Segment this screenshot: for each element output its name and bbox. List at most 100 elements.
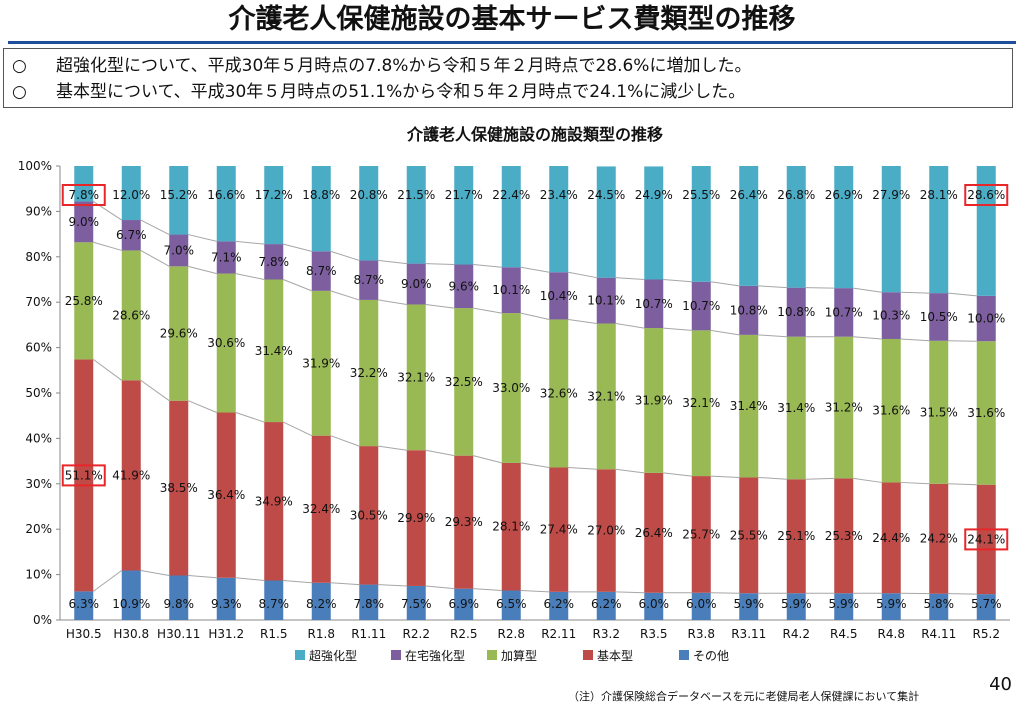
data-label: 32.6%	[540, 386, 578, 400]
series-connector-line	[520, 312, 550, 320]
series-connector-line	[425, 449, 455, 457]
bar-segment	[976, 594, 996, 620]
bar-segment	[786, 166, 806, 288]
legend-swatch	[487, 650, 497, 660]
legend-label: 超強化型	[309, 648, 357, 663]
bar-segment	[121, 570, 141, 620]
data-label: 25.3%	[825, 529, 863, 543]
data-label: 31.2%	[825, 401, 863, 415]
bar-segment	[549, 166, 569, 273]
highlight-box	[61, 184, 106, 206]
series-connector-line	[235, 577, 265, 581]
bar-segment	[311, 582, 331, 620]
data-label: 30.6%	[207, 336, 245, 350]
bar-segment	[216, 166, 236, 242]
bar-segment	[454, 588, 474, 620]
source-note: （注）介護保険総合データベースを元に老健局老人保健課において集計	[568, 690, 920, 703]
data-label: 36.4%	[207, 488, 245, 502]
data-label: 8.7%	[259, 597, 290, 611]
x-tick-label: R3.5	[640, 627, 667, 641]
series-connector-line	[140, 250, 170, 267]
bar-segment	[264, 580, 284, 620]
data-label: 12.0%	[112, 188, 150, 202]
data-label: 24.5%	[587, 188, 625, 202]
data-label: 9.3%	[211, 597, 242, 611]
series-connector-line	[235, 240, 265, 245]
data-label: 30.5%	[350, 508, 388, 522]
series-connector-line	[330, 290, 360, 301]
summary-bullet-2: ○	[12, 82, 27, 102]
bar-segment	[881, 593, 901, 620]
x-tick-label: R2.2	[403, 627, 430, 641]
bar-segment	[834, 336, 854, 479]
data-label: 25.8%	[65, 294, 103, 308]
series-connector-line	[92, 359, 123, 381]
bar-segment	[929, 166, 949, 294]
bar-segment	[74, 242, 94, 360]
data-label: 6.7%	[116, 228, 147, 242]
data-label: 32.1%	[682, 396, 720, 410]
bar-segment	[454, 308, 474, 456]
data-label: 41.9%	[112, 468, 150, 482]
summary-text-1: 超強化型について、平成30年５月時点の7.8%から令和５年２月時点で28.6%に…	[56, 56, 752, 76]
series-connector-line	[853, 287, 882, 293]
series-connector-line	[283, 421, 312, 437]
data-label: 7.1%	[211, 250, 242, 264]
bar-segment	[359, 446, 379, 585]
bar-segment	[596, 469, 616, 592]
series-connector-line	[378, 299, 407, 305]
series-connector-line	[948, 483, 977, 486]
data-label: 31.6%	[967, 406, 1005, 420]
series-connector-line	[140, 570, 170, 577]
data-label: 7.8%	[354, 597, 385, 611]
x-tick-label: R3.2	[593, 627, 620, 641]
bar-segment	[454, 264, 474, 309]
data-label: 31.4%	[255, 344, 293, 358]
bar-segment	[786, 593, 806, 620]
bar-segment	[929, 293, 949, 341]
series-connector-line	[900, 338, 930, 342]
y-tick-label: 100%	[18, 159, 52, 173]
bar-segment	[644, 328, 664, 473]
data-label: 5.9%	[734, 597, 765, 611]
bar-segment	[169, 400, 189, 576]
bar-segment	[501, 590, 521, 620]
series-connector-line	[615, 323, 645, 329]
summary-bullet-1: ○	[12, 56, 27, 76]
bar-segment	[121, 380, 141, 571]
data-label: 23.4%	[540, 188, 578, 202]
data-label: 16.6%	[207, 188, 245, 202]
bar-segment	[311, 251, 331, 291]
x-tick-label: H30.8	[113, 627, 149, 641]
bar-segment	[264, 166, 284, 245]
data-label: 24.9%	[635, 188, 673, 202]
data-label: 29.6%	[160, 327, 198, 341]
bar-segment	[359, 260, 379, 300]
data-label: 9.8%	[164, 597, 195, 611]
data-label: 10.4%	[540, 289, 578, 303]
series-connector-line	[758, 285, 787, 289]
bar-segment	[976, 341, 996, 485]
data-label: 8.7%	[306, 264, 337, 278]
data-label: 9.6%	[449, 279, 480, 293]
bar-segment	[596, 166, 616, 278]
data-label: 5.8%	[924, 597, 955, 611]
x-tick-label: R1.5	[260, 627, 287, 641]
series-connector-line	[520, 266, 550, 273]
data-label: 21.7%	[445, 188, 483, 202]
bar-segment	[169, 575, 189, 620]
legend-swatch	[295, 650, 305, 660]
data-label: 6.0%	[639, 597, 670, 611]
data-label: 22.4%	[492, 188, 530, 202]
data-label: 7.5%	[401, 597, 432, 611]
series-connector-line	[663, 472, 692, 477]
series-connector-line	[758, 334, 787, 338]
x-tick-label: R1.11	[351, 627, 386, 641]
bar-segment	[121, 220, 141, 251]
y-tick-label: 20%	[25, 522, 52, 536]
data-label: 8.7%	[354, 273, 385, 287]
x-tick-label: R3.11	[731, 627, 766, 641]
bar-segment	[406, 166, 426, 264]
data-label: 6.0%	[686, 597, 717, 611]
summary-line-2: ○ 基本型について、平成30年５月時点の51.1%から令和５年２月時点で24.1%…	[12, 79, 1004, 105]
